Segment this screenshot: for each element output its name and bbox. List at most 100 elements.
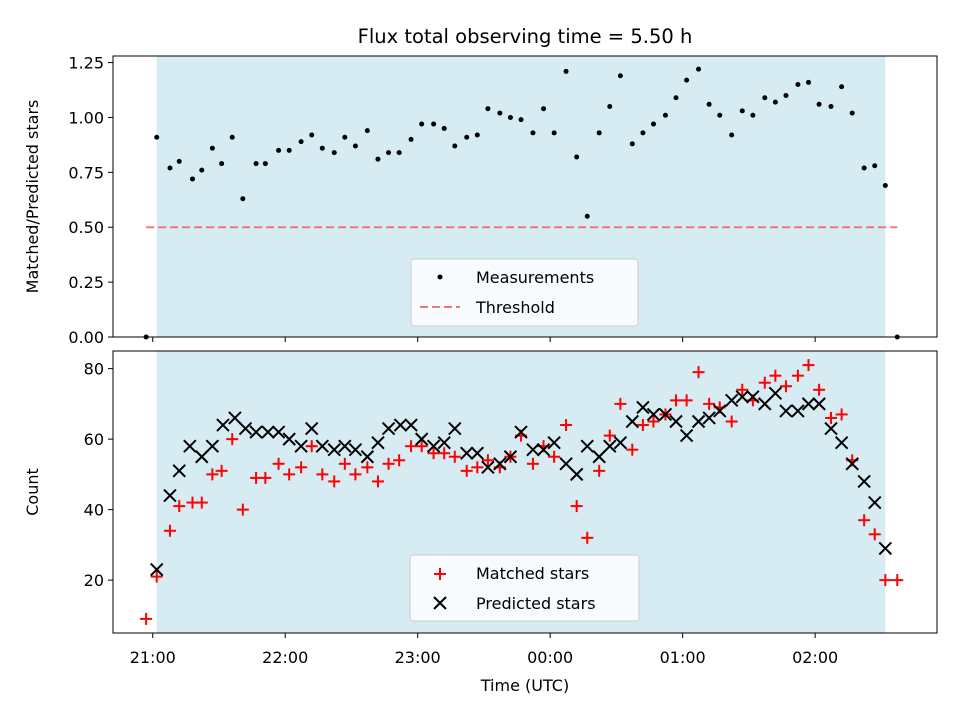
y-tick-label: 0.75 <box>68 163 104 182</box>
measurement-point <box>419 121 425 127</box>
predicted-star-point <box>758 397 772 411</box>
measurement-point <box>795 82 801 88</box>
measurement-point <box>199 167 205 173</box>
measurement-point <box>331 150 337 156</box>
bottom-xlabel: Time (UTC) <box>480 676 569 695</box>
predicted-star-point <box>238 421 253 436</box>
measurement-point <box>729 132 735 138</box>
measurement-point <box>262 161 268 167</box>
predicted-star-point <box>559 457 573 471</box>
measurement-point <box>772 99 778 105</box>
predicted-star-point <box>294 439 308 453</box>
y-tick-label: 1.25 <box>68 54 104 73</box>
predicted-star-point <box>481 460 495 475</box>
matched-star-point <box>405 440 418 453</box>
measurement-point <box>541 106 547 112</box>
x-tick-label: 01:00 <box>660 648 706 667</box>
measurement-point <box>563 68 569 74</box>
measurement-point <box>861 165 867 171</box>
predicted-star-point <box>163 488 177 503</box>
matched-star-point <box>163 524 176 537</box>
measurement-point <box>364 128 370 134</box>
predicted-star-point <box>569 467 584 482</box>
matched-star-point <box>328 475 341 488</box>
matched-star-point <box>835 408 848 421</box>
matched-star-point <box>725 415 738 428</box>
predicted-star-point <box>315 439 330 453</box>
matched-star-point <box>581 531 594 544</box>
matched-star-point <box>736 383 749 396</box>
measurement-point <box>167 165 173 171</box>
legend-matched-stars-label: Matched stars <box>476 564 589 583</box>
measurement-point <box>684 77 690 83</box>
y-tick-label: 60 <box>84 430 104 449</box>
y-tick-label: 80 <box>84 360 104 379</box>
predicted-star-point <box>812 397 826 411</box>
predicted-star-point <box>878 541 893 556</box>
matched-star-point <box>703 397 716 410</box>
matched-star-point <box>393 454 406 467</box>
measurement-point <box>706 101 712 107</box>
matched-star-point <box>769 369 782 382</box>
measurement-point <box>209 145 215 151</box>
top-panel: 0.00 0.25 0.50 0.75 1.00 1.25 Matched/Predict… <box>23 54 938 347</box>
measurement-point <box>882 183 888 189</box>
predicted-star-point <box>514 425 528 439</box>
measurement-point <box>629 141 635 147</box>
measurement-point <box>673 95 679 101</box>
measurement-point <box>309 132 315 138</box>
measurement-point <box>240 196 246 202</box>
y-tick-label: 40 <box>84 501 104 520</box>
measurement-point <box>596 130 602 136</box>
predicted-star-point <box>448 421 462 436</box>
top-axes-frame <box>112 55 938 338</box>
predicted-star-point <box>470 446 485 460</box>
predicted-star-point <box>625 414 640 429</box>
predicted-star-point <box>768 386 783 401</box>
matched-star-point <box>802 359 815 372</box>
predicted-star-point <box>746 390 760 404</box>
predicted-star-point <box>845 457 859 471</box>
measurement-point <box>342 134 348 140</box>
measurement-point <box>849 110 855 116</box>
measurement-point <box>452 143 458 149</box>
matched-star-point <box>305 440 318 453</box>
predicted-star-point <box>592 450 606 464</box>
predicted-star-point <box>724 393 739 408</box>
measurement-point <box>176 158 182 164</box>
predicted-star-point <box>857 474 871 489</box>
matched-star-point <box>614 397 627 410</box>
matched-star-point <box>460 464 473 477</box>
predicted-star-point <box>393 418 408 432</box>
matched-star-point <box>670 394 683 407</box>
top-ylabel: Matched/Predicted stars <box>23 100 42 294</box>
matched-star-point <box>626 443 639 456</box>
measurement-point <box>762 95 768 101</box>
predicted-star-point <box>824 421 838 436</box>
predicted-star-point <box>381 421 396 436</box>
predicted-star-point <box>503 450 518 464</box>
predicted-star-point <box>348 442 363 457</box>
matched-star-point <box>206 468 219 481</box>
matched-star-point <box>680 394 693 407</box>
matched-star-point <box>236 503 249 516</box>
predicted-star-point <box>735 390 749 404</box>
matched-star-point <box>283 468 296 481</box>
x-tick-label: 02:00 <box>792 648 838 667</box>
y-tick-label: 20 <box>84 571 104 590</box>
top-legend: Measurements Threshold <box>410 258 639 327</box>
predicted-star-point <box>414 432 429 446</box>
matched-star-point <box>526 457 539 470</box>
matched-star-point <box>548 450 561 463</box>
matched-star-point <box>813 383 826 396</box>
matched-star-point <box>150 570 163 583</box>
y-tick-label: 0.00 <box>68 328 104 347</box>
measurement-point <box>441 125 447 131</box>
measurement-point <box>783 93 789 99</box>
measurement-point <box>750 112 756 118</box>
legend-predicted-stars-marker <box>433 596 447 610</box>
predicted-star-point <box>437 435 451 450</box>
predicted-star-point <box>327 442 341 457</box>
matched-star-point <box>338 457 351 470</box>
matched-star-point <box>636 419 649 432</box>
